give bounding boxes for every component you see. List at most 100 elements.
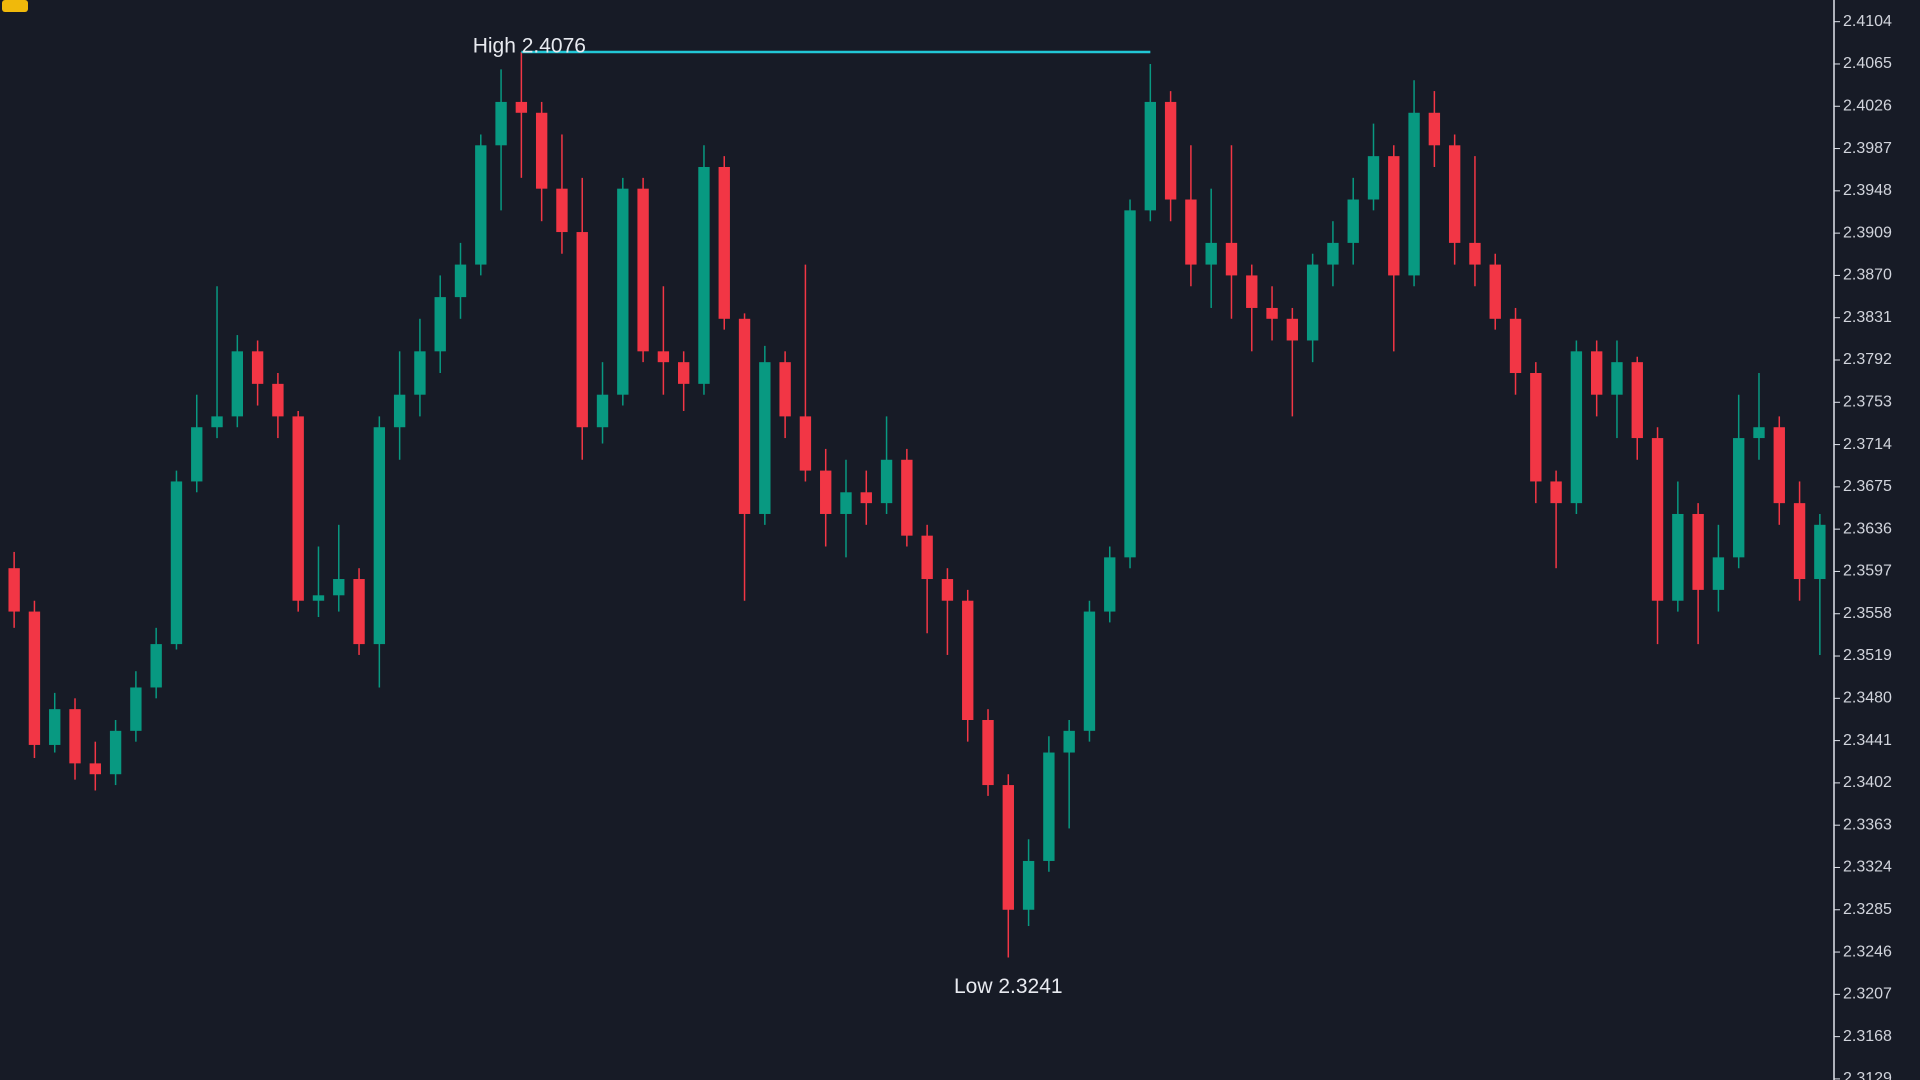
candle-body bbox=[1611, 362, 1623, 395]
y-tick-label: 2.3519 bbox=[1843, 647, 1892, 664]
candle-body bbox=[373, 427, 386, 645]
candle-body bbox=[312, 595, 325, 601]
candle-body bbox=[941, 579, 954, 601]
candle-body bbox=[1164, 101, 1177, 200]
high-label: High 2.4076 bbox=[473, 35, 586, 58]
candle-body bbox=[495, 101, 507, 146]
candle-body bbox=[251, 351, 264, 384]
candle-body bbox=[1672, 513, 1684, 601]
y-tick-label: 2.3753 bbox=[1843, 394, 1892, 411]
candle-body bbox=[779, 362, 791, 417]
candle-body bbox=[272, 383, 284, 417]
y-tick-label: 2.3207 bbox=[1843, 986, 1892, 1003]
candle-body bbox=[1814, 524, 1826, 580]
candle-body bbox=[820, 470, 832, 514]
candle-body bbox=[1246, 275, 1258, 308]
candle-body bbox=[393, 394, 406, 428]
candle-body bbox=[28, 611, 41, 745]
y-tick-label: 2.3909 bbox=[1843, 224, 1892, 241]
y-tick-label: 2.3363 bbox=[1843, 816, 1892, 833]
candle-body bbox=[535, 112, 548, 189]
candle-body bbox=[840, 492, 852, 514]
candle-body bbox=[150, 644, 162, 688]
candle-body bbox=[1428, 112, 1441, 146]
candle-body bbox=[1388, 156, 1400, 276]
candle-body bbox=[130, 687, 142, 731]
candle-body bbox=[1793, 503, 1806, 580]
y-tick-label: 2.3714 bbox=[1843, 436, 1892, 453]
candle-body bbox=[1185, 199, 1197, 265]
candle-body bbox=[1347, 199, 1359, 243]
candle-body bbox=[8, 568, 20, 612]
y-tick-label: 2.3597 bbox=[1843, 563, 1892, 580]
y-tick-label: 2.4065 bbox=[1843, 55, 1892, 72]
candle-body bbox=[1530, 373, 1542, 482]
candle-body bbox=[292, 416, 304, 601]
y-tick-label: 2.3636 bbox=[1843, 520, 1892, 537]
candle-body bbox=[191, 427, 203, 482]
candle-body bbox=[1002, 785, 1014, 910]
candle-body bbox=[1448, 145, 1461, 243]
y-tick-label: 2.3402 bbox=[1843, 774, 1892, 791]
y-tick-label: 2.3441 bbox=[1843, 732, 1892, 749]
candle-body bbox=[1590, 351, 1603, 395]
candle-body bbox=[1631, 362, 1643, 439]
candle-body bbox=[89, 763, 101, 775]
y-tick-label: 2.4026 bbox=[1843, 97, 1892, 114]
candle-body bbox=[454, 264, 467, 298]
candle-body bbox=[333, 579, 345, 596]
candle-body bbox=[1651, 438, 1664, 601]
candle-body bbox=[69, 709, 81, 764]
candle-body bbox=[1266, 307, 1278, 319]
candle-body bbox=[231, 351, 244, 417]
candle-body bbox=[962, 600, 974, 720]
candle-body bbox=[475, 145, 487, 265]
candle-body bbox=[596, 394, 609, 428]
y-tick-label: 2.3987 bbox=[1843, 140, 1892, 157]
candle-body bbox=[49, 709, 61, 745]
candle-body bbox=[982, 720, 994, 786]
candle-body bbox=[901, 459, 913, 536]
candle-body bbox=[1327, 242, 1339, 265]
candle-body bbox=[698, 166, 710, 384]
candle-body bbox=[759, 362, 771, 514]
candle-body bbox=[1712, 557, 1725, 590]
low-label: Low 2.3241 bbox=[954, 975, 1063, 998]
y-tick-label: 2.3870 bbox=[1843, 267, 1892, 284]
y-tick-label: 2.3285 bbox=[1843, 901, 1892, 918]
candle-body bbox=[1104, 557, 1116, 612]
candle-body bbox=[657, 351, 670, 363]
candle-body bbox=[860, 492, 872, 504]
y-tick-label: 2.3558 bbox=[1843, 605, 1892, 622]
candle-body bbox=[1733, 438, 1745, 558]
candle-body bbox=[637, 188, 649, 352]
y-tick-label: 2.3792 bbox=[1843, 351, 1892, 368]
candle-body bbox=[1205, 242, 1217, 265]
candle-body bbox=[1408, 112, 1420, 276]
candle-body bbox=[515, 101, 528, 113]
candle-body bbox=[1083, 611, 1096, 731]
candle-body bbox=[738, 318, 751, 514]
y-tick-label: 2.4104 bbox=[1843, 13, 1892, 30]
candle-body bbox=[353, 579, 365, 645]
candle-body bbox=[1753, 427, 1765, 439]
candle-body bbox=[880, 459, 893, 504]
y-tick-label: 2.3129 bbox=[1843, 1070, 1892, 1080]
candle-body bbox=[1286, 318, 1299, 341]
candle-body bbox=[1509, 318, 1522, 374]
candle-body bbox=[1144, 101, 1157, 211]
y-tick-label: 2.3324 bbox=[1843, 859, 1892, 876]
candle-body bbox=[1692, 513, 1704, 590]
candle-body bbox=[1570, 351, 1583, 504]
candle-body bbox=[1367, 156, 1380, 200]
candle-body bbox=[1306, 264, 1319, 341]
candle-body bbox=[170, 481, 183, 645]
candle-body bbox=[211, 416, 223, 428]
candle-body bbox=[617, 188, 629, 395]
candle-body bbox=[677, 362, 690, 384]
candle-body bbox=[718, 166, 730, 319]
